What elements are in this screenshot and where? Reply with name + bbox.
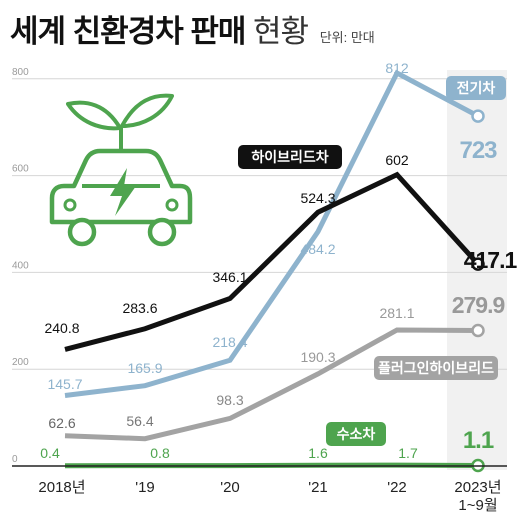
series-name: 전기차 [457,80,496,96]
data-label: 283.6 [122,300,157,316]
x-tick-label: '22 [387,479,407,496]
y-tick-label: 800 [12,67,29,78]
y-tick-label: 400 [12,260,29,271]
data-label: 165.9 [127,360,162,376]
data-label: 145.7 [47,376,82,392]
end-marker [471,323,485,338]
data-label: 62.6 [48,415,75,431]
y-tick-label: 0 [12,454,18,465]
data-label: 346.1 [212,269,247,285]
data-label: 0.4 [40,445,60,461]
data-label: 484.2 [300,241,335,257]
series-line-2 [64,327,479,442]
badge-background [446,76,506,100]
end-marker [471,257,485,271]
x-tick-label: '19 [135,479,155,496]
data-label: 0.8 [150,445,170,461]
badge-background [326,422,386,446]
title-light: 현황 [253,14,309,49]
y-tick-label: 200 [12,357,29,368]
series-line-1 [64,171,480,352]
data-labels: 145.7 165.9 218.4 484.2 812 723 240.8 283.6 346.… [40,60,518,461]
data-label: 723 [459,137,497,164]
data-label: 1.6 [308,445,328,461]
chart-title: 세계 친환경차 판매 현황 단위: 만대 [10,6,375,51]
series-name: 플러그인하이브리드 [378,360,494,376]
data-label: 98.3 [216,392,243,408]
x-tick-label: '20 [220,479,240,496]
data-label: 281.1 [379,305,414,321]
data-label: 524.3 [300,190,335,206]
series-name: 하이브리드차 [251,149,328,165]
badge-background [374,356,498,380]
x-tick-label: 2018년 [38,479,85,496]
x-tick-label: '21 [308,479,328,496]
data-label: 602 [385,152,409,168]
unit-label: 단위: 만대 [319,30,375,45]
data-label: 1.7 [398,445,418,461]
series-badge: 플러그인하이브리드 [374,356,498,380]
end-marker [471,109,485,123]
series-name: 수소차 [337,426,376,442]
data-label: 240.8 [44,320,79,336]
x-tick-label: 1~9월 [458,497,497,514]
data-label: 1.1 [463,427,494,454]
series-badge: 하이브리드차 [238,145,342,169]
data-label: 279.9 [452,292,505,318]
series-badge: 전기차 [446,76,506,100]
data-label: 56.4 [126,413,153,429]
badge-background [238,145,342,169]
y-tick-label: 600 [12,164,29,175]
data-label: 218.4 [212,334,247,350]
data-label: 417.1 [464,247,518,273]
data-label: 190.3 [300,349,335,365]
series-line-0 [64,69,480,398]
x-tick-label: 2023년 [454,479,501,496]
data-label: 812 [385,60,409,76]
series-badge: 수소차 [326,422,386,446]
title-bold: 세계 친환경차 판매 [10,14,246,49]
green-car-icon [49,93,193,247]
